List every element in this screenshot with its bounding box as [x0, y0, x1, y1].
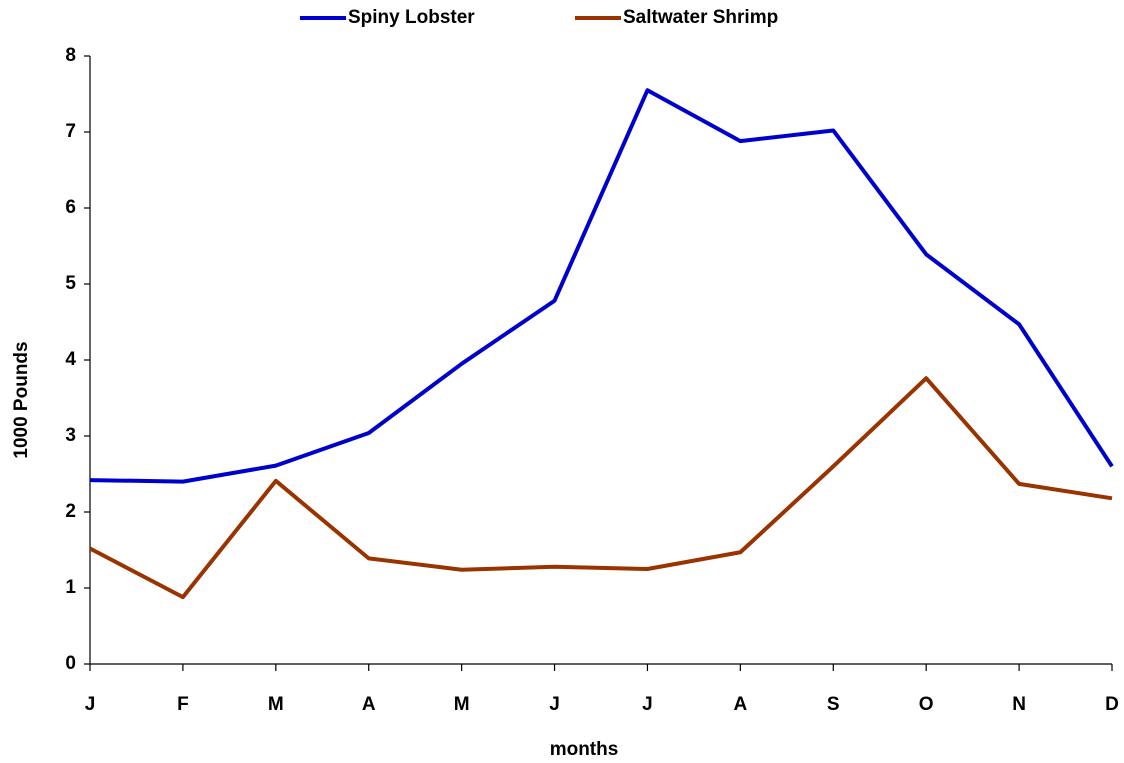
y-tick-label: 2: [65, 501, 76, 522]
x-tick-label: N: [1012, 694, 1026, 715]
x-tick-label: J: [549, 694, 560, 715]
y-tick-label: 6: [65, 197, 76, 218]
x-tick-label: O: [919, 694, 934, 715]
x-tick-label: M: [454, 694, 470, 715]
x-axis-title: months: [550, 739, 619, 760]
legend-label: Spiny Lobster: [348, 7, 475, 28]
x-tick-label: D: [1105, 694, 1119, 715]
y-tick-label: 1: [65, 577, 76, 598]
series-line: [89, 376, 1113, 600]
x-tick-label: J: [642, 694, 653, 715]
x-tick-label: S: [827, 694, 840, 715]
x-tick-label: M: [268, 694, 284, 715]
y-tick-label: 5: [65, 273, 76, 294]
y-tick-label: 7: [65, 121, 76, 142]
y-axis-title: 1000 Pounds: [11, 341, 32, 458]
y-tick-label: 0: [65, 653, 76, 674]
y-tick-label: 3: [65, 425, 76, 446]
series-line: [89, 88, 1114, 484]
x-tick-label: F: [177, 694, 189, 715]
y-tick-label: 8: [65, 45, 76, 66]
legend-label: Saltwater Shrimp: [623, 7, 778, 28]
y-tick-label: 4: [65, 349, 76, 370]
x-tick-label: A: [733, 694, 747, 715]
x-tick-label: J: [85, 694, 96, 715]
x-tick-label: A: [362, 694, 376, 715]
